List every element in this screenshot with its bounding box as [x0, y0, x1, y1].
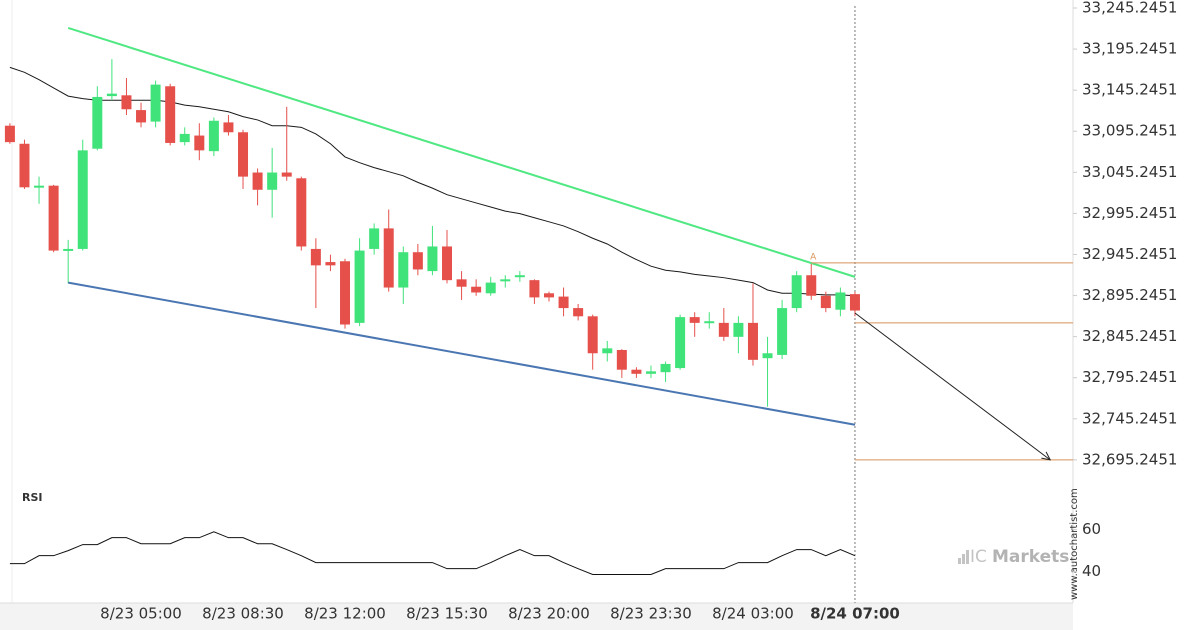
- candle-body: [602, 348, 613, 354]
- candle-body: [762, 353, 773, 359]
- x-tick-label: 8/24 07:00: [810, 605, 900, 623]
- candle-body: [587, 316, 598, 354]
- rsi-tick-label: 60: [1082, 520, 1101, 538]
- candle-body: [179, 133, 190, 143]
- candle-body: [77, 150, 88, 249]
- x-tick-label: 8/23 08:30: [202, 605, 284, 623]
- candle-body: [514, 275, 525, 278]
- candle-body: [704, 321, 715, 324]
- candle-body: [106, 93, 117, 97]
- candle-body: [500, 279, 511, 282]
- candle-body: [777, 308, 788, 355]
- candle-body: [340, 261, 351, 325]
- candle-body: [383, 228, 394, 288]
- y-tick-label: 33,195.2451: [1082, 40, 1177, 58]
- candle-body: [238, 132, 249, 177]
- candle-body: [675, 317, 686, 369]
- rsi-line: [9, 531, 856, 576]
- candle-body: [354, 250, 365, 323]
- y-tick-label: 32,995.2451: [1082, 204, 1177, 222]
- logo-mark: IC: [970, 547, 987, 567]
- y-tick-label: 32,745.2451: [1082, 409, 1177, 427]
- candle-body: [136, 110, 147, 123]
- candle-body: [296, 178, 307, 247]
- forecast-arrowhead: [1041, 451, 1052, 461]
- candle-body: [92, 96, 103, 149]
- candle-body: [791, 275, 802, 309]
- candle-body: [645, 371, 656, 374]
- candle-body: [689, 317, 700, 323]
- candle-body: [19, 143, 30, 188]
- trend-line: [68, 281, 856, 426]
- candle-body: [558, 296, 569, 309]
- x-tick-label: 8/23 20:00: [508, 605, 590, 623]
- trend-line: [67, 26, 856, 278]
- pattern-label: A: [810, 252, 817, 262]
- candle-body: [165, 86, 176, 143]
- x-tick-label: 8/24 03:00: [712, 605, 794, 623]
- candle-body: [543, 293, 554, 298]
- candle-body: [252, 172, 263, 190]
- candle-body: [806, 275, 817, 296]
- candle-body: [442, 246, 452, 281]
- candle-body: [267, 172, 278, 190]
- logo: IC Markets: [958, 547, 1069, 567]
- candle-body: [747, 322, 758, 360]
- logo-name: Markets: [992, 547, 1069, 567]
- candle-body: [718, 322, 729, 337]
- candle-body: [223, 122, 234, 133]
- y-tick-label: 33,095.2451: [1082, 122, 1177, 140]
- candle-body: [471, 286, 482, 293]
- candle-body: [369, 228, 380, 249]
- candle-body: [616, 349, 627, 370]
- forecast-arrow: [854, 312, 1051, 461]
- candle-body: [660, 363, 671, 373]
- y-tick-label: 33,045.2451: [1082, 163, 1177, 181]
- watermark: www.autochartist.com: [1069, 488, 1080, 600]
- candle-body: [849, 294, 860, 311]
- rsi-title: RSI: [22, 491, 43, 504]
- candle-body: [733, 322, 744, 337]
- x-tick-label: 8/23 15:30: [406, 605, 488, 623]
- candle-body: [573, 308, 584, 317]
- candle-body: [631, 369, 642, 374]
- y-tick-label: 32,845.2451: [1082, 327, 1177, 345]
- y-tick-label: 32,945.2451: [1082, 245, 1177, 263]
- y-tick-label: 33,145.2451: [1082, 81, 1177, 99]
- candle-body: [34, 185, 45, 188]
- logo-bar: [966, 550, 969, 564]
- candle-body: [281, 172, 292, 177]
- y-tick-label: 32,795.2451: [1082, 368, 1177, 386]
- candle-body: [194, 135, 205, 151]
- logo-bar: [958, 558, 961, 564]
- candle-body: [485, 282, 496, 294]
- candle-body: [820, 295, 831, 309]
- candle-body: [456, 279, 467, 287]
- candle-body: [310, 248, 321, 266]
- y-tick-label: 33,245.2451: [1082, 0, 1177, 17]
- candle-body: [529, 280, 540, 298]
- y-tick-label: 32,695.2451: [1082, 450, 1177, 468]
- candle-body: [325, 262, 336, 266]
- rsi-tick-label: 40: [1082, 562, 1101, 580]
- candle-body: [427, 246, 438, 272]
- candle-body: [398, 252, 409, 288]
- candle-body: [835, 292, 846, 310]
- y-tick-label: 32,895.2451: [1082, 286, 1177, 304]
- x-tick-label: 8/23 23:30: [610, 605, 692, 623]
- time-axis-band: [0, 603, 1073, 630]
- candle-body: [4, 125, 15, 143]
- candle-body: [63, 248, 74, 251]
- candle-body: [121, 95, 132, 110]
- candle-body: [412, 252, 423, 270]
- x-tick-label: 8/23 12:00: [304, 605, 386, 623]
- candle-body: [150, 84, 161, 122]
- candle-body: [48, 185, 59, 251]
- x-tick-label: 8/23 05:00: [100, 605, 182, 623]
- logo-bar: [962, 554, 965, 564]
- candle-body: [208, 120, 219, 152]
